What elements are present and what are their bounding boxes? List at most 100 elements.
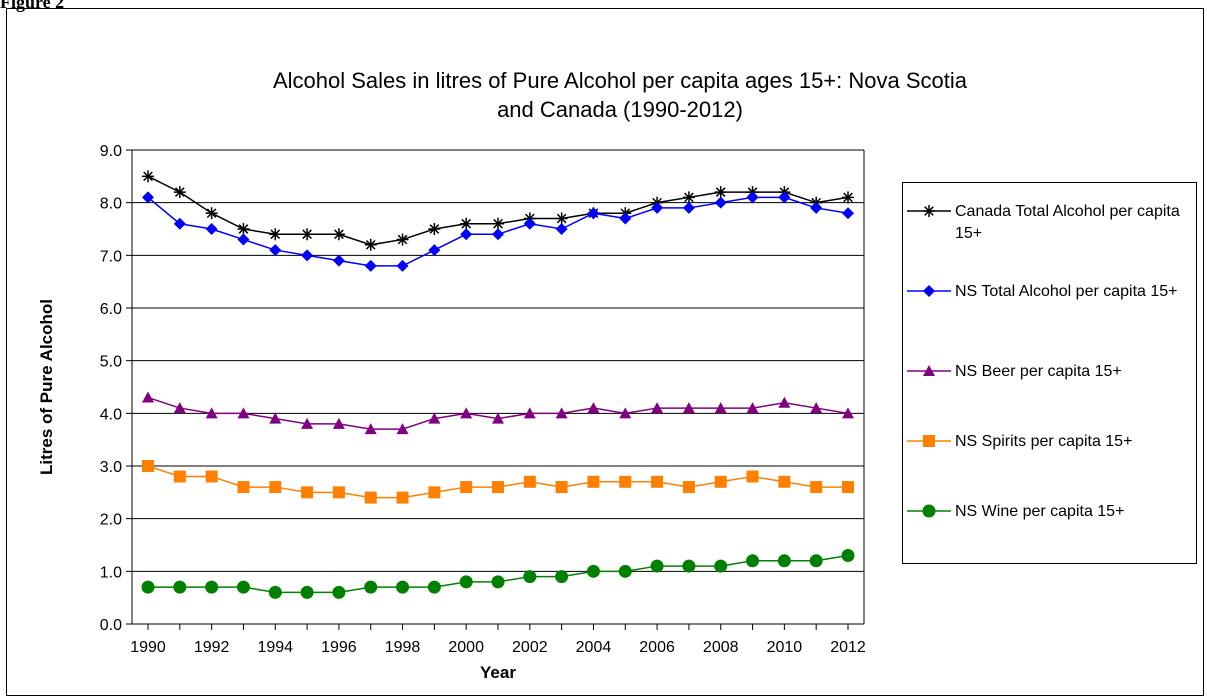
data-point	[236, 580, 250, 594]
data-point	[205, 470, 218, 483]
data-point	[777, 554, 791, 568]
data-point	[269, 244, 282, 257]
data-point	[364, 423, 377, 435]
data-point	[714, 559, 728, 573]
data-point	[810, 481, 823, 494]
data-point	[332, 254, 345, 267]
data-point	[460, 481, 473, 494]
data-point	[205, 580, 219, 594]
data-point	[460, 228, 473, 241]
chart-legend: Canada Total Alcohol per capita 15+ NS To…	[902, 182, 1197, 564]
data-point	[492, 481, 504, 494]
data-point	[619, 212, 632, 225]
x-tick-label: 1994	[257, 639, 293, 656]
legend-label: NS Total Alcohol per capita 15+	[955, 283, 1178, 300]
data-point	[492, 412, 504, 424]
series-2	[142, 391, 854, 435]
data-point	[809, 554, 823, 568]
data-point	[810, 201, 823, 214]
data-point	[142, 191, 154, 204]
data-point	[682, 191, 695, 204]
data-point	[714, 475, 727, 488]
data-point	[491, 575, 505, 589]
data-point	[237, 407, 250, 419]
chart-title-line2: and Canada (1990-2012)	[497, 97, 743, 122]
data-point	[746, 191, 759, 204]
y-tick-label: 8.0	[100, 196, 122, 213]
data-point	[587, 475, 600, 488]
data-point	[237, 223, 250, 235]
data-point	[651, 475, 664, 488]
data-point	[205, 207, 218, 220]
legend-swatch	[907, 205, 951, 217]
data-point	[459, 575, 473, 589]
y-tick-label: 7.0	[100, 248, 122, 265]
x-tick-label: 2000	[448, 639, 484, 656]
data-point	[492, 217, 504, 230]
data-point	[682, 481, 695, 494]
data-point	[923, 435, 935, 447]
data-point	[332, 417, 345, 429]
data-point	[523, 217, 536, 230]
y-tick-label: 3.0	[100, 459, 122, 476]
data-point	[618, 564, 632, 578]
data-point	[364, 491, 377, 504]
data-point	[778, 396, 791, 408]
data-point	[301, 486, 314, 499]
y-tick-label: 1.0	[100, 564, 122, 581]
legend-swatch	[907, 365, 951, 376]
chart-title-line1: Alcohol Sales in litres of Pure Alcohol …	[272, 68, 967, 93]
y-tick-label: 2.0	[100, 512, 122, 529]
y-axis-title: Litres of Pure Alcohol	[37, 299, 56, 475]
y-tick-label: 9.0	[100, 143, 122, 160]
data-point	[842, 191, 854, 204]
y-tick-label: 5.0	[100, 354, 122, 371]
data-point	[364, 238, 377, 251]
data-point	[714, 196, 727, 209]
series-4	[141, 549, 855, 599]
data-point	[428, 223, 441, 235]
data-point	[427, 580, 441, 594]
x-tick-label: 2010	[767, 639, 803, 656]
data-point	[682, 201, 695, 214]
data-point	[396, 423, 409, 435]
x-tick-label: 1992	[194, 639, 230, 656]
data-point	[173, 402, 186, 414]
data-point	[142, 460, 154, 472]
data-point	[301, 249, 314, 262]
data-point	[619, 407, 632, 419]
legend-swatch	[907, 285, 951, 297]
legend-label: NS Beer per capita 15+	[955, 363, 1122, 380]
x-axis-title: Year	[480, 663, 516, 682]
data-point	[205, 223, 218, 235]
data-point	[555, 223, 568, 235]
data-point	[842, 481, 854, 494]
data-point	[619, 475, 632, 488]
x-tick-label: 2002	[512, 639, 548, 656]
data-point	[173, 580, 187, 594]
data-point	[269, 481, 282, 494]
data-point	[923, 365, 935, 376]
data-point	[332, 486, 345, 499]
data-point	[810, 402, 823, 414]
data-point	[842, 407, 854, 419]
data-point	[301, 417, 314, 429]
data-point	[142, 391, 154, 403]
data-point	[842, 207, 854, 220]
x-tick-label: 2004	[576, 639, 612, 656]
data-point	[746, 470, 759, 483]
data-point	[587, 402, 600, 414]
data-point	[523, 475, 536, 488]
data-point	[523, 407, 536, 419]
data-point	[650, 559, 664, 573]
data-point	[651, 402, 664, 414]
data-point	[778, 475, 791, 488]
data-point	[923, 205, 935, 217]
data-point	[364, 580, 378, 594]
data-point	[523, 570, 537, 584]
data-point	[237, 233, 250, 246]
data-point	[587, 207, 600, 220]
data-point	[841, 549, 855, 563]
data-point	[923, 285, 935, 297]
